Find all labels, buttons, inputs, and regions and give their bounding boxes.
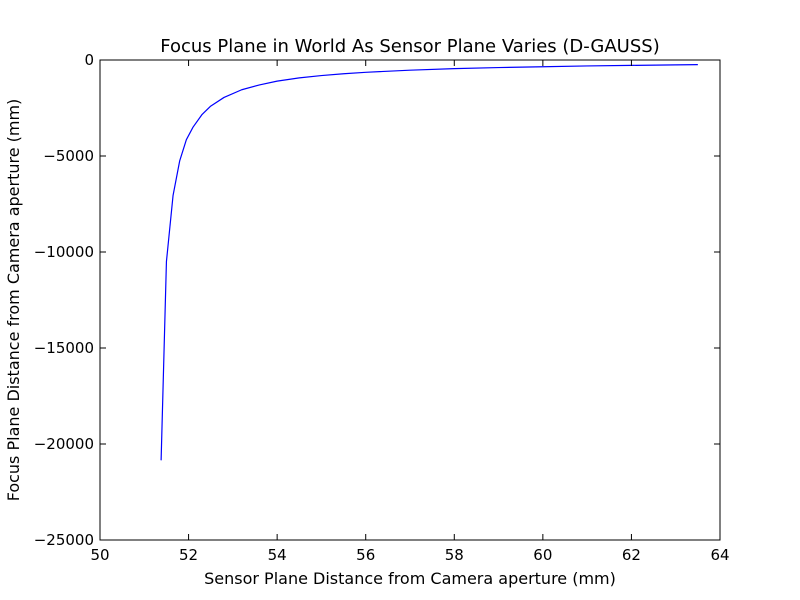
x-tick-label: 54 <box>268 546 287 564</box>
x-tick-label: 58 <box>445 546 464 564</box>
x-tick-label: 60 <box>533 546 552 564</box>
series-layer <box>160 64 698 461</box>
series-line <box>160 64 698 461</box>
y-axis-label: Focus Plane Distance from Camera apertur… <box>4 99 23 502</box>
y-tick-label: −20000 <box>34 435 94 453</box>
tick-layer: 50 52 54 56 58 60 62 64 0 −5000 −10000 −15000 −20000… <box>34 51 730 564</box>
x-tick-label: 62 <box>622 546 641 564</box>
y-tick-label: −25000 <box>34 531 94 549</box>
x-axis-label: Sensor Plane Distance from Camera apertu… <box>204 569 616 588</box>
plot-area <box>100 60 720 540</box>
y-tick-label: −5000 <box>43 147 94 165</box>
plot-frame <box>99 59 721 541</box>
x-tick-label: 52 <box>179 546 198 564</box>
chart-title: Focus Plane in World As Sensor Plane Var… <box>160 36 659 57</box>
y-tick-label: 0 <box>84 51 94 69</box>
x-tick-label: 50 <box>90 546 109 564</box>
x-tick-label: 56 <box>356 546 375 564</box>
y-tick-label: −15000 <box>34 339 94 357</box>
x-tick-label: 64 <box>710 546 729 564</box>
y-tick-label: −10000 <box>34 243 94 261</box>
